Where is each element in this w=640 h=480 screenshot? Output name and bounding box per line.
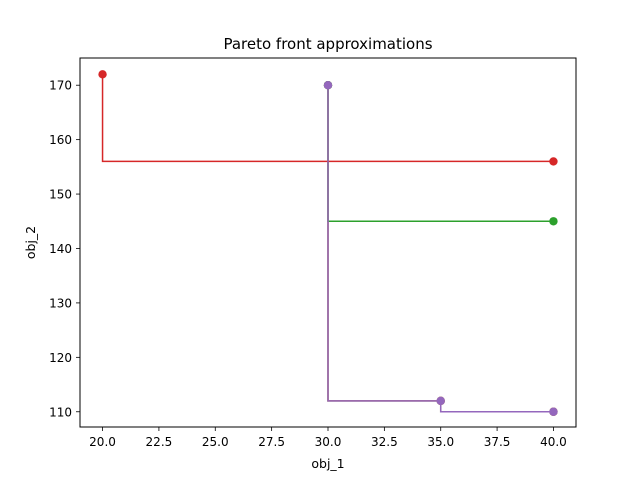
series-layer (98, 70, 558, 416)
x-tick-label: 32.5 (371, 435, 398, 449)
x-tick-label: 27.5 (258, 435, 285, 449)
x-axis: 20.0 22.5 25.0 27.5 30.0 32.5 35.0 37.5 40.0 (89, 427, 567, 449)
series-4-line (101, 74, 554, 163)
series-2-line (327, 85, 554, 413)
y-tick-label: 150 (49, 188, 72, 202)
series-3 (323, 81, 558, 226)
x-axis-label: obj_1 (311, 456, 344, 471)
y-tick-label: 120 (49, 351, 72, 365)
series-5-point-2 (436, 396, 445, 406)
series-4-point-1 (98, 70, 107, 79)
series-5-point-3 (549, 407, 558, 416)
series-1-line (327, 85, 554, 413)
x-tick-label: 37.5 (484, 435, 511, 449)
y-tick-label: 110 (49, 405, 72, 419)
y-tick-label: 130 (49, 296, 72, 310)
series-4 (98, 70, 558, 166)
x-tick-label: 22.5 (146, 435, 173, 449)
series-3-line (327, 85, 554, 223)
series-5-line (327, 85, 554, 413)
series-2 (323, 81, 558, 416)
series-3-point-2 (549, 217, 558, 226)
x-tick-label: 30.0 (315, 435, 342, 449)
x-tick-label: 40.0 (540, 435, 567, 449)
x-tick-label: 25.0 (202, 435, 229, 449)
y-tick-label: 170 (49, 79, 72, 93)
y-tick-label: 140 (49, 242, 72, 256)
series-5 (323, 81, 558, 416)
series-4-point-2 (549, 157, 558, 166)
series-1 (323, 81, 558, 416)
chart-title: Pareto front approximations (223, 35, 432, 53)
y-tick-label: 160 (49, 133, 72, 147)
y-axis-label: obj_2 (23, 226, 38, 259)
x-tick-label: 20.0 (89, 435, 116, 449)
y-axis: 110 120 130 140 150 160 170 (49, 79, 80, 419)
x-tick-label: 35.0 (427, 435, 454, 449)
series-5-point-1 (323, 81, 333, 90)
